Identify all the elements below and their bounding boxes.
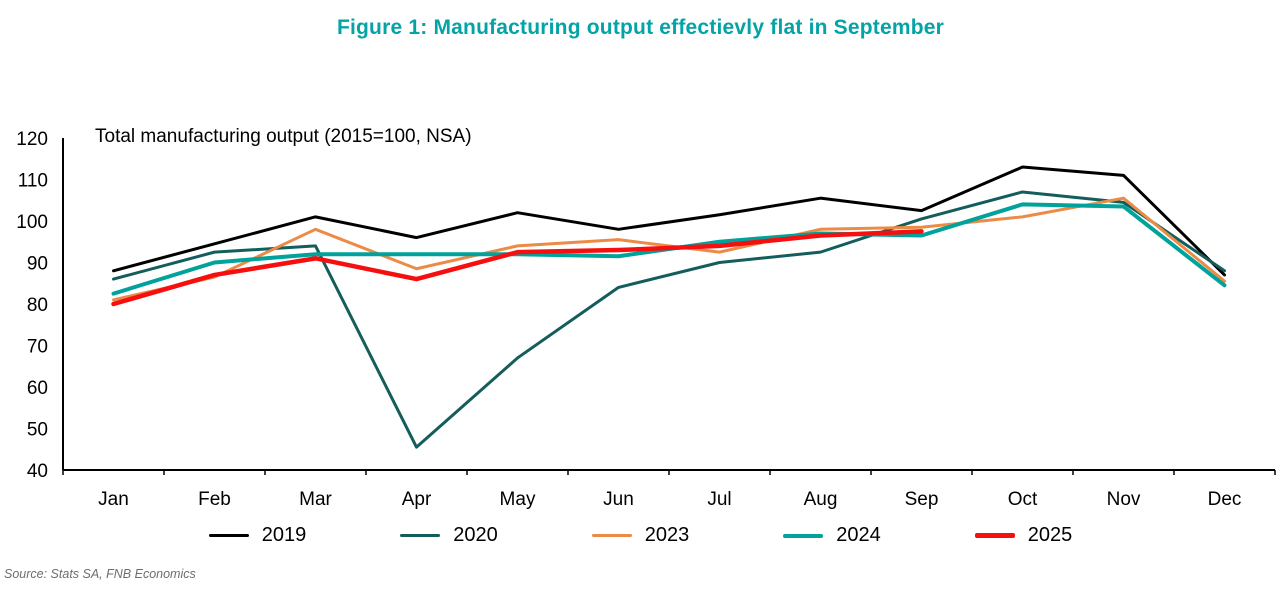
legend-line-swatch: [974, 533, 1015, 538]
x-axis-tick-label: Jan: [98, 489, 129, 510]
legend-label: 2020: [453, 524, 498, 546]
x-axis-tick-label: Dec: [1208, 489, 1242, 510]
legend-label: 2019: [261, 524, 307, 546]
y-axis-tick-label: 120: [16, 129, 48, 150]
x-axis-tick-label: Jun: [603, 489, 634, 510]
series-line-2020: [112, 190, 1226, 449]
x-axis-tick-label: May: [500, 489, 536, 510]
chart-legend: 2019 2020 2023 2024 2025: [0, 524, 1281, 547]
legend-item-2020: 2020: [400, 524, 498, 547]
legend-line-swatch: [783, 533, 824, 538]
y-axis-tick-label: 100: [16, 212, 48, 233]
series-line-2025: [111, 229, 924, 307]
legend-item-2019: 2019: [208, 524, 307, 547]
figure-title: Figure 1: Manufacturing output effectiev…: [336, 16, 945, 39]
x-axis-tick-label: Jul: [707, 489, 731, 510]
legend-item-2025: 2025: [974, 524, 1073, 547]
chart-axes: [62, 138, 1276, 475]
legend-item-2023: 2023: [591, 524, 690, 547]
y-axis-tick-label: 110: [18, 171, 48, 192]
legend-line-swatch: [400, 533, 441, 538]
x-axis-tick-label: Nov: [1107, 489, 1141, 510]
legend-label: 2024: [836, 524, 881, 546]
legend-label: 2023: [644, 524, 690, 546]
chart-series-lines: [111, 165, 1227, 449]
x-axis-tick-label: Feb: [198, 489, 231, 510]
x-axis-tick-label: Oct: [1008, 489, 1038, 510]
legend-line-swatch: [591, 533, 632, 538]
x-axis-tick-label: Sep: [905, 489, 939, 510]
y-axis-tick-label: 60: [27, 378, 48, 399]
legend-item-2024: 2024: [783, 524, 881, 547]
x-axis-tick-label: Mar: [299, 489, 332, 510]
legend-label: 2025: [1027, 524, 1073, 546]
legend-line-swatch: [208, 533, 249, 538]
chart-subtitle: Total manufacturing output (2015=100, NS…: [95, 126, 472, 147]
series-line-2019: [112, 165, 1226, 277]
y-axis-tick-label: 40: [27, 461, 48, 482]
x-axis-tick-label: Apr: [402, 489, 432, 510]
y-axis-tick-label: 50: [27, 420, 48, 441]
y-axis-tick-label: 80: [27, 295, 48, 316]
source-note: Source: Stats SA, FNB Economics: [4, 567, 196, 581]
y-axis-tick-label: 70: [27, 337, 48, 358]
x-axis-tick-label: Aug: [804, 489, 838, 510]
chart-axis-labels: 40 50 60 70 80 90 100 110 120 Jan Feb Mar Apr May Jun J…: [16, 129, 1241, 510]
y-axis-tick-label: 90: [27, 254, 48, 275]
